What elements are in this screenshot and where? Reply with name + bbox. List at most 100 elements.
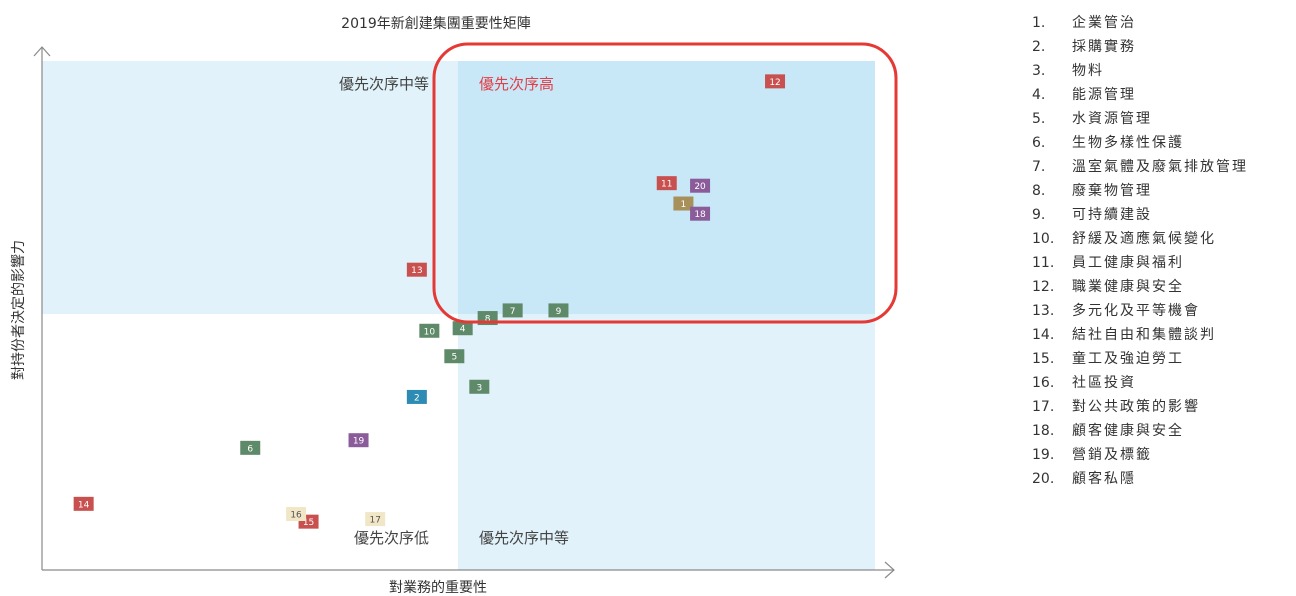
data-point-7: 7: [502, 303, 523, 318]
data-point-marker: [73, 496, 94, 511]
legend-item-number: 16.: [1032, 375, 1055, 391]
legend-item-number: 18.: [1032, 423, 1055, 439]
legend-item: 3. 物料: [1032, 59, 1248, 83]
data-point-marker: [765, 74, 786, 89]
data-point-label: 12: [769, 78, 780, 88]
legend-item-number: 14.: [1032, 327, 1055, 343]
data-point-marker: [690, 206, 711, 221]
data-point-marker: [452, 321, 473, 336]
data-point-14: 14: [73, 496, 94, 511]
legend-item-number: 12.: [1032, 279, 1055, 295]
legend-item-label: 對公共政策的影響: [1072, 399, 1200, 415]
data-point-marker: [548, 303, 569, 318]
legend-item-number: 19.: [1032, 447, 1055, 463]
data-point-marker: [690, 178, 711, 193]
data-point-4: 4: [452, 321, 473, 336]
quadrant-bottom-right: [458, 314, 875, 570]
data-point-16: 16: [286, 507, 307, 522]
legend-item-label: 結社自由和集體談判: [1072, 327, 1216, 343]
legend-item: 15. 童工及強迫勞工: [1032, 347, 1248, 371]
quadrant-label-top-left: 優先次序中等: [339, 75, 429, 93]
chart-axes: [33, 46, 895, 579]
legend-item: 11. 員工健康與福利: [1032, 251, 1248, 275]
data-point-marker: [419, 323, 440, 338]
data-point-marker: [348, 433, 369, 448]
legend-item-number: 13.: [1032, 303, 1055, 319]
legend-item-number: 4.: [1032, 87, 1046, 103]
data-point-label: 15: [303, 518, 314, 528]
data-point-label: 19: [353, 437, 365, 447]
chart-title: 2019年新創建集團重要性矩陣: [341, 15, 531, 32]
legend-item: 10. 舒緩及適應氣候變化: [1032, 227, 1248, 251]
data-point-marker: [502, 303, 523, 318]
legend-item-label: 顧客私隱: [1072, 471, 1136, 487]
quadrant-label-bottom-left: 優先次序低: [354, 529, 429, 547]
legend-item-number: 15.: [1032, 351, 1055, 367]
high-priority-highlight: [432, 42, 898, 324]
data-point-10: 10: [419, 323, 440, 338]
legend-item-number: 5.: [1032, 111, 1046, 127]
data-point-marker: [656, 176, 677, 191]
data-point-marker: [365, 512, 386, 527]
data-point-label: 6: [247, 444, 253, 454]
legend-item-label: 員工健康與福利: [1072, 255, 1184, 271]
legend-item-label: 物料: [1072, 63, 1104, 79]
data-point-13: 13: [406, 262, 427, 277]
data-point-label: 17: [369, 516, 380, 526]
data-point-label: 11: [661, 180, 672, 190]
data-point-marker: [469, 379, 490, 394]
legend-item-label: 多元化及平等機會: [1072, 303, 1200, 319]
data-point-marker: [406, 262, 427, 277]
legend-item-number: 6.: [1032, 135, 1046, 151]
data-point-marker: [240, 440, 261, 455]
legend-item-label: 廢棄物管理: [1072, 183, 1152, 199]
data-point-label: 1: [681, 200, 687, 210]
legend-item-number: 20.: [1032, 471, 1055, 487]
data-point-label: 4: [460, 325, 466, 335]
legend-item-label: 童工及強迫勞工: [1072, 351, 1184, 367]
data-point-marker: [406, 389, 427, 404]
x-axis-label: 對業務的重要性: [389, 580, 487, 596]
data-point-12: 12: [765, 74, 786, 89]
data-point-label: 8: [485, 315, 491, 325]
quadrant-label-bottom-right: 優先次序中等: [479, 529, 569, 547]
legend-item: 18. 顧客健康與安全: [1032, 419, 1248, 443]
legend-item-number: 3.: [1032, 63, 1046, 79]
data-point-marker: [286, 507, 307, 522]
data-point-label: 5: [451, 353, 457, 363]
data-point-label: 3: [476, 383, 482, 393]
data-point-19: 19: [348, 433, 369, 448]
legend-item: 7. 溫室氣體及廢氣排放管理: [1032, 155, 1248, 179]
data-point-marker: [673, 196, 694, 211]
legend-item-label: 職業健康與安全: [1072, 279, 1184, 295]
legend-item: 19. 營銷及標籤: [1032, 443, 1248, 467]
legend-item: 16. 社區投資: [1032, 371, 1248, 395]
data-point-marker: [444, 349, 465, 364]
data-point-18: 18: [690, 206, 711, 221]
legend-item-label: 生物多樣性保護: [1072, 135, 1184, 151]
legend-item-label: 顧客健康與安全: [1072, 423, 1184, 439]
legend-item-label: 能源管理: [1072, 87, 1136, 103]
legend-item-label: 採購實務: [1072, 39, 1136, 55]
data-point-label: 7: [510, 307, 516, 317]
materiality-matrix-chart: 2019年新創建集團重要性矩陣 對業務的重要性 對持份者決定的影響力 優先次序中…: [10, 15, 898, 596]
y-axis-label: 對持份者決定的影響力: [10, 240, 27, 380]
data-point-1: 1: [673, 196, 694, 211]
data-point-2: 2: [406, 389, 427, 404]
legend-item: 17. 對公共政策的影響: [1032, 395, 1248, 419]
legend-item-number: 11.: [1032, 255, 1055, 271]
quadrant-label-top-right: 優先次序高: [479, 75, 554, 93]
legend-item: 5. 水資源管理: [1032, 107, 1248, 131]
legend-item-number: 8.: [1032, 183, 1046, 199]
legend-item-label: 溫室氣體及廢氣排放管理: [1072, 159, 1248, 175]
legend-item-number: 2.: [1032, 39, 1046, 55]
data-point-3: 3: [469, 379, 490, 394]
legend-item: 8. 廢棄物管理: [1032, 179, 1248, 203]
legend-item-number: 17.: [1032, 399, 1055, 415]
legend-item: 9. 可持續建設: [1032, 203, 1248, 227]
data-point-label: 14: [78, 500, 90, 510]
legend-item: 12. 職業健康與安全: [1032, 275, 1248, 299]
data-point-20: 20: [690, 178, 711, 193]
data-point-6: 6: [240, 440, 261, 455]
